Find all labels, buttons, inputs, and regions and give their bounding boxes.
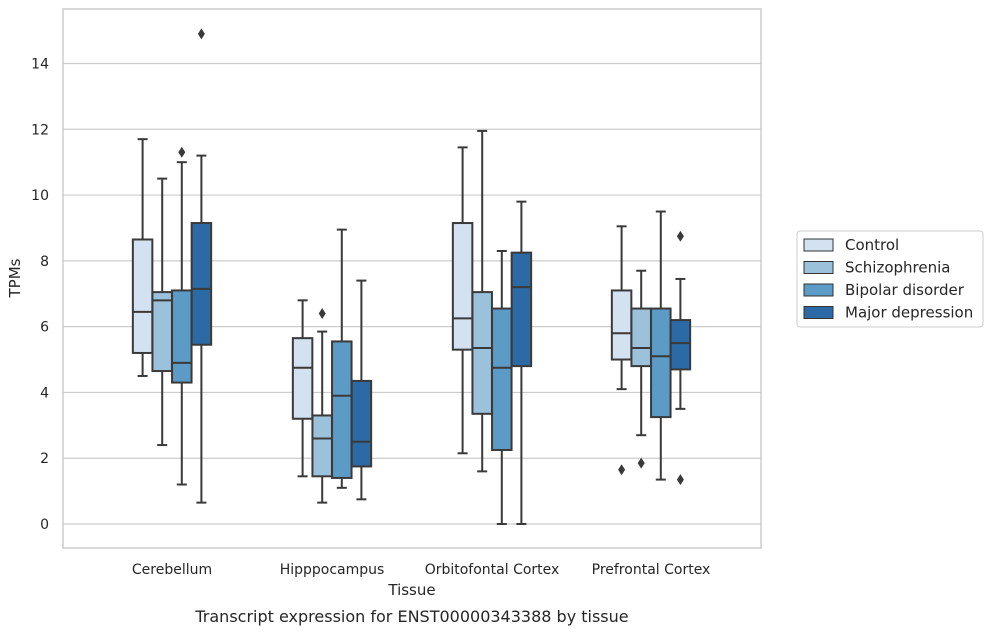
box bbox=[151, 291, 173, 373]
x-tick-label: Cerebellum bbox=[132, 562, 212, 578]
legend-swatch bbox=[803, 261, 834, 274]
box-group bbox=[491, 249, 513, 525]
outlier-point bbox=[676, 474, 684, 486]
boxes bbox=[131, 28, 692, 525]
box bbox=[451, 222, 474, 351]
box-group bbox=[311, 307, 333, 504]
box-group bbox=[669, 230, 692, 486]
legend-frame bbox=[796, 230, 984, 328]
box bbox=[171, 289, 193, 384]
y-tick-label: 14 bbox=[31, 57, 49, 73]
x-axis-title: Tissue bbox=[387, 581, 435, 599]
box bbox=[669, 319, 692, 371]
box-group bbox=[190, 28, 213, 504]
box bbox=[471, 291, 493, 415]
box bbox=[491, 307, 513, 451]
x-tick-labels: Cerebellum Hipppocampus Orbitofontal Corte… bbox=[132, 562, 710, 578]
outlier-point bbox=[178, 146, 186, 158]
box-group bbox=[610, 225, 633, 476]
legend-swatch bbox=[803, 238, 834, 252]
legend-label: Bipolar disorder bbox=[845, 281, 965, 299]
outlier-point bbox=[637, 457, 645, 469]
outlier-point bbox=[676, 230, 684, 242]
legend-label: Schizophrenia bbox=[845, 259, 950, 277]
x-tick-label: Hipppocampus bbox=[280, 562, 385, 578]
outlier-point bbox=[618, 464, 626, 476]
legend-label: Control bbox=[845, 236, 899, 254]
legend-swatch bbox=[803, 306, 834, 319]
outlier-point bbox=[197, 28, 205, 40]
legend-label: Major depression bbox=[845, 304, 973, 322]
box bbox=[331, 340, 353, 479]
plot-frame bbox=[62, 8, 762, 549]
box-group bbox=[471, 129, 493, 473]
box bbox=[510, 251, 533, 368]
box-group bbox=[350, 279, 373, 501]
box bbox=[630, 307, 652, 368]
plot-area bbox=[63, 9, 761, 548]
y-tick-label: 8 bbox=[40, 254, 49, 270]
y-tick-label: 6 bbox=[40, 320, 49, 336]
legend: Control Schizophrenia Bipolar disorder Majo… bbox=[796, 230, 984, 328]
box-group bbox=[451, 146, 474, 455]
x-tick-label: Prefrontal Cortex bbox=[592, 562, 711, 578]
outlier-point bbox=[318, 307, 326, 319]
box-group bbox=[510, 200, 533, 525]
box bbox=[350, 379, 373, 468]
y-tick-labels: 0 2 4 6 8 10 12 14 bbox=[31, 57, 49, 534]
legend-swatch bbox=[803, 283, 834, 297]
box bbox=[610, 289, 633, 361]
box-group bbox=[291, 299, 314, 478]
y-tick-label: 0 bbox=[40, 517, 49, 533]
box bbox=[650, 307, 672, 419]
chart-caption: Transcript expression for ENST0000034338… bbox=[194, 607, 628, 626]
y-tick-label: 4 bbox=[40, 385, 49, 401]
y-tick-label: 2 bbox=[40, 451, 49, 467]
x-tick-label: Orbitofontal Cortex bbox=[425, 562, 560, 578]
y-tick-label: 12 bbox=[31, 122, 49, 138]
box bbox=[311, 414, 333, 478]
box-group bbox=[630, 269, 652, 469]
box-group bbox=[171, 146, 193, 486]
box bbox=[291, 337, 314, 420]
box bbox=[190, 222, 213, 346]
box bbox=[131, 238, 154, 354]
y-tick-label: 10 bbox=[31, 188, 49, 204]
box-group bbox=[131, 138, 154, 377]
y-axis-title: TPMs bbox=[6, 258, 24, 298]
